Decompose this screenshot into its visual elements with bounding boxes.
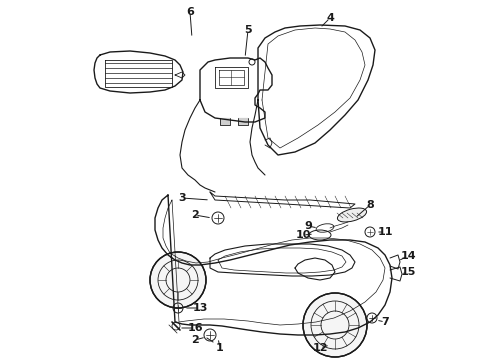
Ellipse shape	[338, 208, 367, 222]
Text: 7: 7	[381, 317, 389, 327]
Text: 14: 14	[400, 251, 416, 261]
Text: 13: 13	[192, 303, 208, 313]
Text: 5: 5	[244, 25, 252, 35]
Text: 4: 4	[326, 13, 334, 23]
Text: 6: 6	[186, 7, 194, 17]
Text: 2: 2	[191, 335, 199, 345]
Circle shape	[303, 293, 367, 357]
Text: 15: 15	[400, 267, 416, 277]
Text: 2: 2	[191, 210, 199, 220]
Text: 11: 11	[377, 227, 393, 237]
Text: 9: 9	[304, 221, 312, 231]
Text: 1: 1	[216, 343, 224, 353]
Text: 3: 3	[178, 193, 186, 203]
Text: 16: 16	[187, 323, 203, 333]
Text: 10: 10	[295, 230, 311, 240]
Circle shape	[150, 252, 206, 308]
Text: 8: 8	[366, 200, 374, 210]
Text: 12: 12	[312, 343, 328, 353]
